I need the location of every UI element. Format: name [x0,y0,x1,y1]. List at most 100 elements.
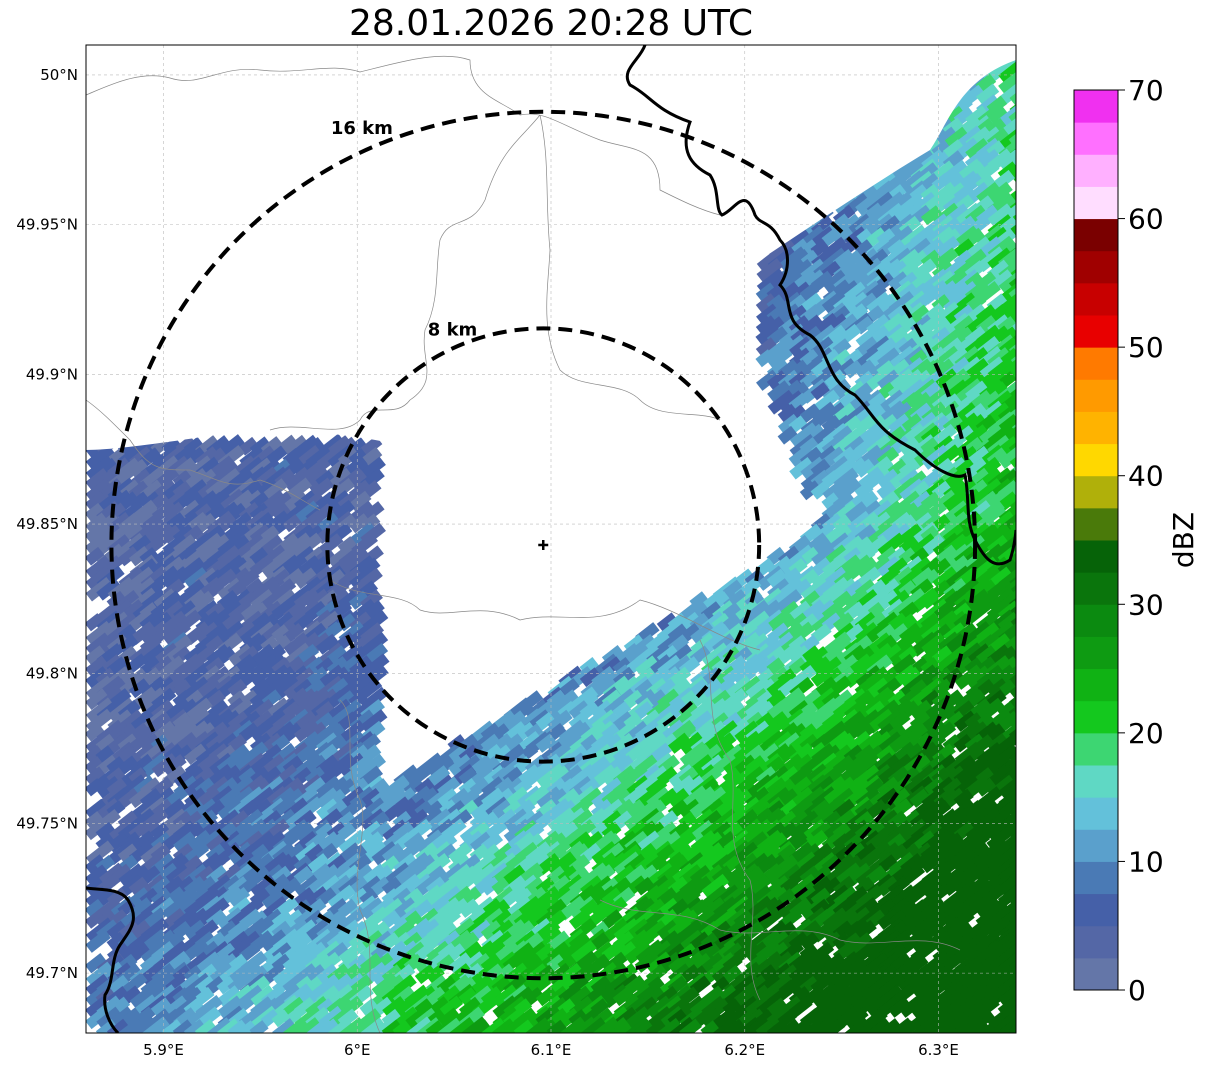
reflectivity-pixel [86,688,109,711]
reflectivity-pixel [876,589,900,611]
reflectivity-pixel [998,60,1016,84]
reflectivity-pixel [766,316,786,335]
reflectivity-pixel [810,535,832,555]
colorbar-swatch [1074,540,1118,573]
reflectivity-pixel [789,456,814,480]
reflectivity-pixel [140,687,167,712]
reflectivity-pixel [822,478,848,502]
reflectivity-pixel [1009,688,1016,710]
reflectivity-pixel [931,172,952,192]
reflectivity-pixel [800,292,823,314]
reflectivity-pixel [954,215,977,237]
reflectivity-pixel [86,525,104,544]
colorbar-swatch [1074,957,1118,991]
reflectivity-pixel [184,468,209,491]
colorbar-tick-label: 70 [1128,74,1164,107]
reflectivity-pixel [811,336,835,359]
colorbar-swatch [1074,572,1118,605]
reflectivity-pixel [150,711,172,731]
reflectivity-pixel [86,535,106,555]
reflectivity-pixel [349,697,379,723]
reflectivity-field [86,45,1016,1033]
reflectivity-pixel [96,488,125,514]
reflectivity-pixel [799,480,822,501]
reflectivity-pixel [932,235,961,261]
reflectivity-pixel [755,337,778,358]
reflectivity-pixel [877,400,907,427]
reflectivity-pixel [965,314,989,336]
reflectivity-pixel [86,546,105,566]
reflectivity-pixel [173,457,197,480]
reflectivity-pixel [832,249,855,270]
reflectivity-pixel [898,161,921,182]
reflectivity-pixel [898,666,922,688]
reflectivity-pixel [811,599,838,623]
reflectivity-pixel [359,435,383,457]
reflectivity-pixel [755,282,777,302]
reflectivity-pixel [789,422,819,449]
reflectivity-pixel [184,544,212,569]
reflectivity-pixel [360,456,386,480]
reflectivity-pixel [184,621,211,646]
reflectivity-pixel [865,623,888,644]
reflectivity-pixel [722,579,744,599]
reflectivity-pixel [833,402,857,424]
reflectivity-pixel [283,489,308,513]
reflectivity-pixel [217,468,242,491]
reflectivity-pixel [854,435,878,457]
reflectivity-pixel [844,291,870,315]
reflectivity-pixel [86,655,109,677]
reflectivity-pixel [855,336,879,359]
reflectivity-pixel [932,600,956,622]
reflectivity-pixel [216,568,238,588]
reflectivity-pixel [86,555,112,580]
reflectivity-pixel [810,623,832,644]
reflectivity-pixel [238,436,259,456]
reflectivity-pixel [128,678,151,699]
reflectivity-pixel [1008,160,1016,182]
reflectivity-pixel [777,281,801,303]
reflectivity-pixel [195,676,221,700]
reflectivity-pixel [216,646,236,665]
colorbar-swatch [1074,411,1118,445]
reflectivity-pixel [810,359,831,379]
reflectivity-pixel [172,679,192,698]
reflectivity-pixel [261,544,287,568]
colorbar-tick-label: 60 [1128,203,1164,236]
reflectivity-pixel [117,546,140,567]
reflectivity-pixel [788,227,811,248]
colorbar-swatch [1074,797,1118,830]
reflectivity-pixel [777,668,797,687]
reflectivity-pixel [832,338,852,357]
reflectivity-pixel [349,620,377,646]
reflectivity-pixel [821,293,844,314]
reflectivity-pixel [745,610,771,634]
reflectivity-pixel [855,566,882,590]
reflectivity-pixel [932,444,962,471]
colorbar-tick-label: 30 [1128,588,1164,621]
reflectivity-pixel [777,403,798,423]
reflectivity-pixel [909,699,933,721]
colorbar-swatch [1074,250,1118,284]
reflectivity-pixel [86,632,112,656]
colorbar-swatch [1074,186,1118,220]
reflectivity-pixel [755,557,776,577]
reflectivity-pixel [976,246,1006,273]
reflectivity-pixel [920,205,943,226]
reflectivity-pixel [261,589,285,611]
reflectivity-pixel [986,106,1009,127]
reflectivity-pixel [634,701,654,720]
reflectivity-pixel [184,697,213,723]
colorbar-tick-label: 0 [1128,974,1146,1007]
colorbar-swatch [1074,893,1118,927]
reflectivity-pixel [998,533,1016,557]
reflectivity-pixel [96,512,120,535]
reflectivity-pixel [943,468,968,491]
colorbar-swatch [1074,861,1118,895]
reflectivity-pixel [788,447,810,467]
reflectivity-pixel [987,247,1014,271]
reflectivity-pixel [986,503,1007,522]
reflectivity-pixel [800,225,827,249]
reflectivity-pixel [755,293,778,314]
